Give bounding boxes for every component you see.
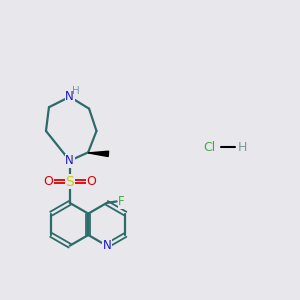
Text: O: O [43, 175, 53, 188]
Text: Cl: Cl [203, 140, 216, 154]
Polygon shape [88, 151, 109, 157]
Text: H: H [72, 86, 80, 96]
Text: S: S [65, 175, 74, 188]
Text: O: O [86, 175, 96, 188]
Text: F: F [118, 195, 125, 208]
Text: N: N [102, 239, 111, 252]
Text: N: N [65, 154, 74, 167]
Text: H: H [238, 140, 247, 154]
Text: N: N [65, 90, 74, 103]
